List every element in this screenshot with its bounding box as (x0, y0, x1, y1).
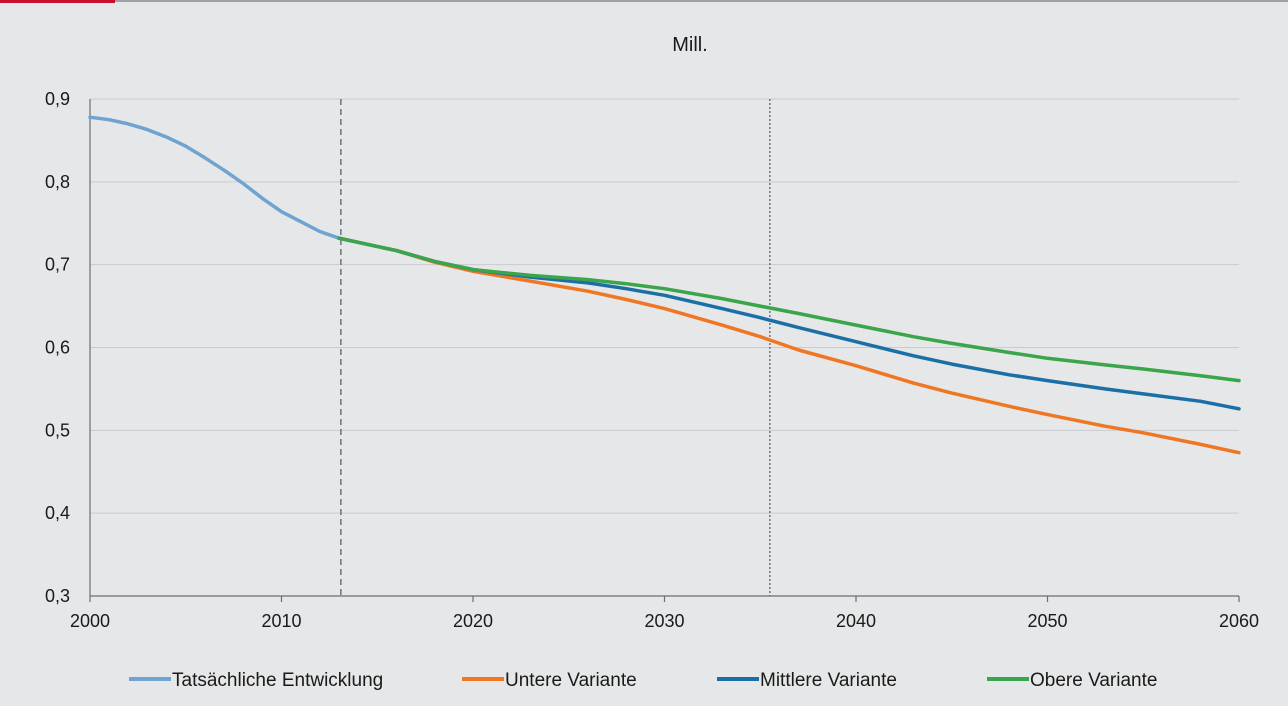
y-tick-label: 0,8 (45, 172, 70, 192)
legend-label: Obere Variante (1030, 670, 1157, 691)
y-tick-label: 0,6 (45, 338, 70, 358)
x-tick-label: 2040 (836, 611, 876, 631)
vertical-markers (340, 99, 771, 596)
top-accent-bar (0, 0, 115, 3)
axes: 0,3 0,4 0,5 0,6 0,7 0,8 0,9 2000 2010 2020 2030 204… (45, 89, 1259, 631)
x-tick-label: 2060 (1219, 611, 1259, 631)
series-line-3 (337, 236, 1241, 411)
y-tick-label: 0,5 (45, 420, 70, 440)
series-line-2 (337, 236, 1241, 455)
x-tick-label: 2050 (1027, 611, 1067, 631)
x-tick-label: 2010 (261, 611, 301, 631)
x-tick-label: 2020 (453, 611, 493, 631)
series-lines (88, 115, 1241, 455)
y-tick-label: 0,7 (45, 255, 70, 275)
x-tick-label: 2030 (644, 611, 684, 631)
unit-label: Mill. (672, 34, 708, 56)
x-tick-label: 2000 (70, 611, 110, 631)
series-line-4 (337, 236, 1241, 383)
legend-label: Tatsächliche Entwicklung (172, 670, 383, 691)
y-tick-label: 0,3 (45, 586, 70, 606)
y-tick-label: 0,9 (45, 89, 70, 109)
grid-lines (90, 98, 1239, 514)
y-tick-label: 0,4 (45, 503, 70, 523)
legend-label: Mittlere Variante (760, 670, 897, 691)
legend-label: Untere Variante (505, 670, 637, 691)
series-line-1 (88, 115, 341, 240)
legend: Tatsächliche Entwicklung Untere Variante M… (129, 670, 1157, 691)
top-rule (0, 0, 1288, 2)
